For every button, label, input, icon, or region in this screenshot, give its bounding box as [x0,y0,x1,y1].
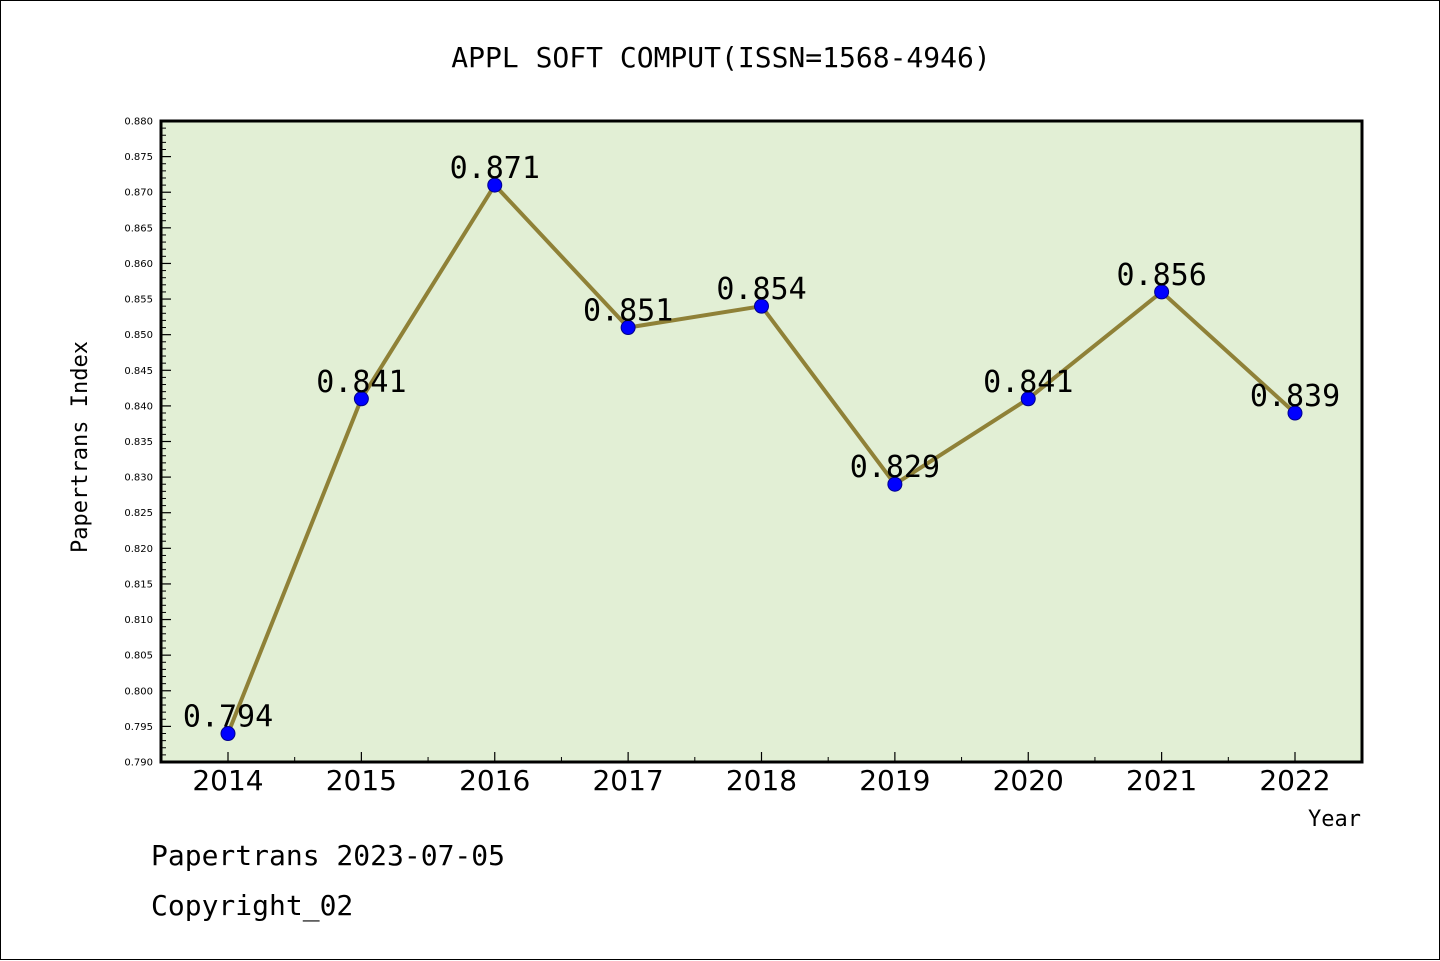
x-axis: 2014 2015 2016 2017 2018 2019 2020 2021 2022 [192,752,1331,797]
data-label: 0.839 [1250,379,1340,414]
x-tick-label: 2014 [192,764,263,797]
y-tick-label: 0.840 [124,401,153,412]
data-point [887,476,903,492]
y-axis-label: Papertrans Index [68,341,93,553]
y-tick-label: 0.865 [124,223,153,234]
data-point [620,320,636,336]
y-tick-label: 0.875 [124,152,153,163]
data-point [353,391,369,407]
x-axis-label: Year [1308,807,1361,832]
y-tick-label: 0.825 [124,508,153,519]
y-tick-label: 0.790 [124,758,153,769]
data-label: 0.829 [850,450,940,485]
data-point [487,177,503,193]
x-tick-label: 2020 [993,764,1064,797]
y-tick-label: 0.850 [124,330,153,341]
y-tick-label: 0.870 [124,188,153,199]
data-label: 0.851 [583,294,673,329]
x-tick-label: 2021 [1126,764,1197,797]
x-tick-label: 2016 [459,764,530,797]
data-label: 0.854 [716,272,806,307]
y-tick-label: 0.835 [124,437,153,448]
data-label: 0.794 [183,700,273,735]
x-tick-label: 2015 [326,764,397,797]
data-point [1287,405,1303,421]
y-tick-label: 0.860 [124,259,153,270]
y-axis: 0.790 0.795 0.800 0.805 0.810 0.815 0.820 0.825… [124,117,171,769]
data-point [220,726,236,742]
y-tick-label: 0.880 [124,117,153,128]
y-tick-label: 0.810 [124,615,153,626]
footer-date: Papertrans 2023-07-05 [151,839,505,872]
chart-title: APPL SOFT COMPUT(ISSN=1568-4946) [451,41,990,74]
x-tick-label: 2019 [859,764,930,797]
x-tick-label: 2017 [592,764,663,797]
y-tick-label: 0.830 [124,473,153,484]
x-tick-label: 2022 [1259,764,1330,797]
data-point [754,298,769,314]
footer-copyright: Copyright_02 [151,889,353,923]
data-label: 0.871 [450,151,540,186]
y-tick-label: 0.800 [124,686,153,697]
plot-area [159,119,1364,764]
data-label: 0.856 [1116,258,1206,293]
x-tick-label: 2018 [726,764,797,797]
y-tick-label: 0.845 [124,366,153,377]
series-group: 0.794 0.841 0.871 0.851 0.854 0.829 0.841 0.856… [183,151,1340,742]
data-point [1020,391,1036,407]
y-tick-label: 0.815 [124,579,153,590]
y-tick-label: 0.855 [124,295,153,306]
data-label: 0.841 [983,365,1073,400]
data-label: 0.841 [316,365,406,400]
y-tick-label: 0.820 [124,544,153,555]
y-tick-label: 0.805 [124,651,153,662]
y-tick-label: 0.795 [124,722,153,733]
data-point [1154,284,1170,300]
